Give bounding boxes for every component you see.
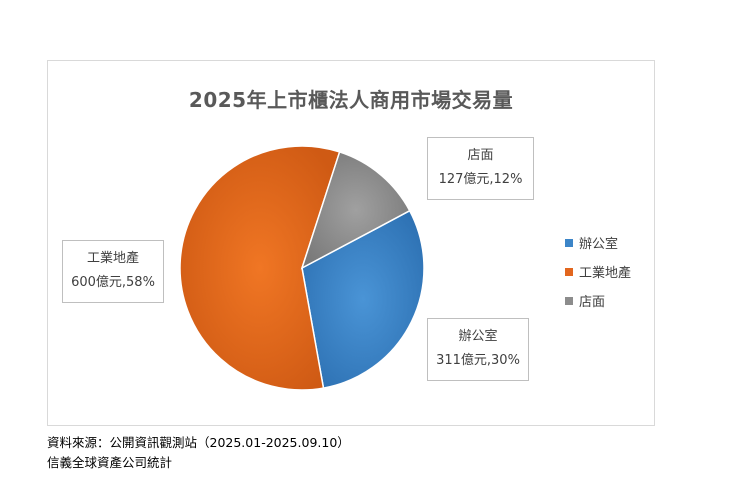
legend-label-store: 店面 xyxy=(579,295,606,310)
legend-swatch-office xyxy=(565,238,573,247)
slice-label-office: 辦公室 311億元,30% xyxy=(427,318,529,381)
slice-label-store-name: 店面 xyxy=(467,148,494,163)
slice-label-industrial-name: 工業地產 xyxy=(86,251,139,266)
slice-label-office-name: 辦公室 xyxy=(458,329,498,344)
slice-label-office-value: 311億元,30% xyxy=(436,353,520,368)
source-line-2: 信義全球資產公司統計 xyxy=(47,455,173,470)
slice-label-store-value: 127億元,12% xyxy=(438,172,523,187)
slice-label-store: 店面 127億元,12% xyxy=(427,137,534,200)
slice-label-industrial: 工業地產 600億元,58% xyxy=(62,240,164,303)
source-line-1: 資料來源：公開資訊觀測站（2025.01-2025.09.10） xyxy=(47,435,350,450)
pie-slice-store xyxy=(300,150,411,270)
legend-item-industrial: 工業地產 xyxy=(565,257,631,286)
legend-swatch-industrial xyxy=(565,267,573,276)
legend-swatch-store xyxy=(565,296,573,305)
pie-slice-industrial xyxy=(179,145,341,391)
legend-item-office: 辦公室 xyxy=(565,228,631,257)
chart-legend: 辦公室 工業地產 店面 xyxy=(565,228,631,315)
legend-label-industrial: 工業地產 xyxy=(579,266,632,281)
legend-item-store: 店面 xyxy=(565,286,631,315)
legend-label-office: 辦公室 xyxy=(579,237,619,252)
chart-title: 2025年上市櫃法人商用市場交易量 xyxy=(188,88,514,112)
slice-label-industrial-value: 600億元,58% xyxy=(71,275,155,290)
pie-slice-office xyxy=(301,209,425,389)
